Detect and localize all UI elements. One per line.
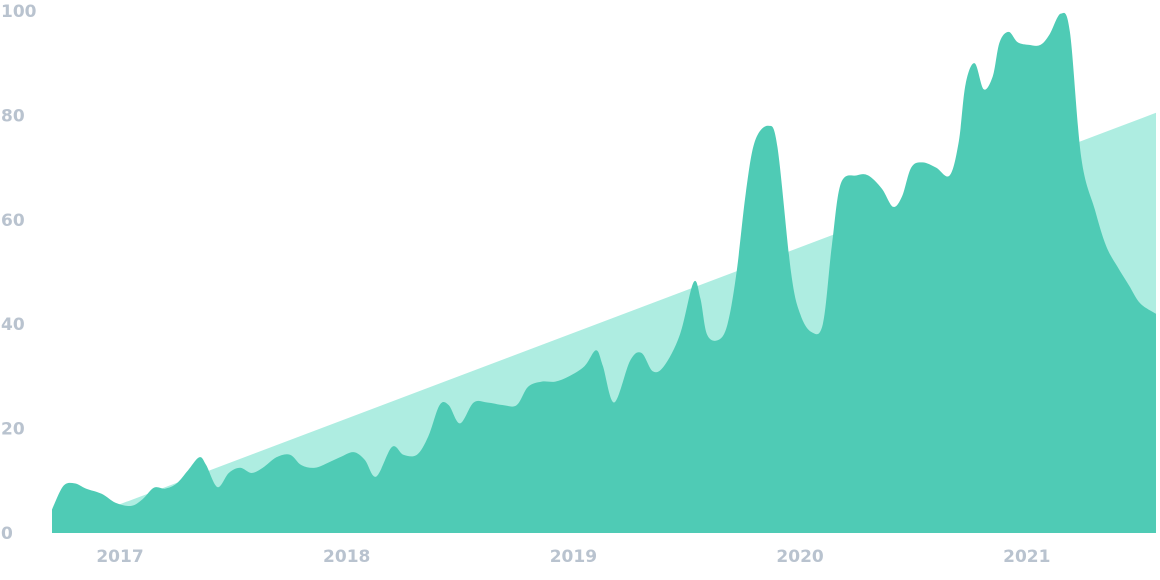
x-tick-label: 2019 [550, 547, 597, 567]
y-tick-label: 60 [1, 211, 25, 231]
y-tick-label: 0 [1, 524, 13, 544]
y-tick-label: 80 [1, 106, 25, 126]
y-axis: 0 20 40 60 80 100 [1, 2, 37, 544]
y-tick-label: 100 [1, 2, 37, 22]
series-area-layer [52, 12, 1156, 533]
series-area [52, 12, 1156, 533]
x-tick-label: 2017 [96, 547, 143, 567]
x-tick-label: 2020 [776, 547, 823, 567]
x-tick-label: 2018 [323, 547, 370, 567]
x-axis: 2017 2018 2019 2020 2021 [96, 547, 1050, 567]
y-tick-label: 20 [1, 420, 25, 440]
x-tick-label: 2021 [1003, 547, 1050, 567]
y-tick-label: 40 [1, 315, 25, 335]
